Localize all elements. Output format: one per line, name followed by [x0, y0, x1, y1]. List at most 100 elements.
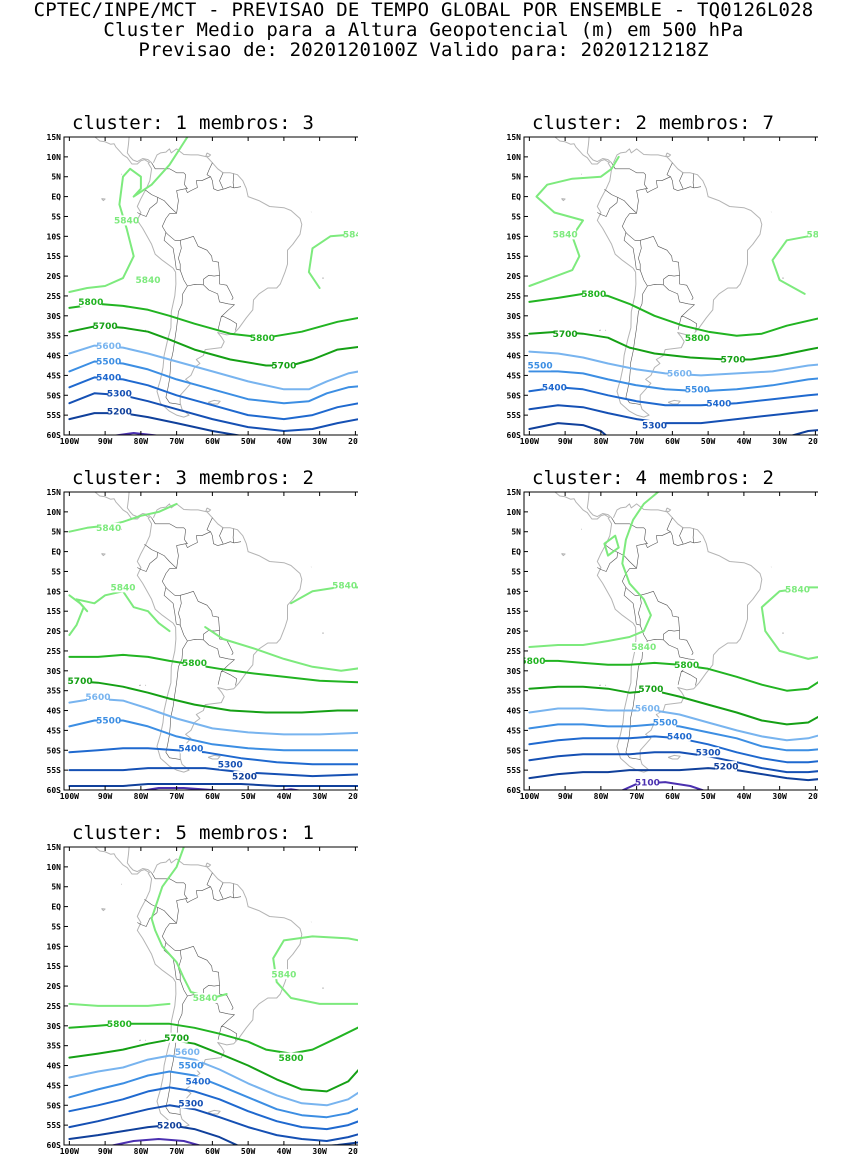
- contour-label-bg: [108, 406, 131, 417]
- panel-title: cluster: 2 membros: 7: [488, 112, 818, 134]
- lat-label: 45S: [47, 1081, 62, 1090]
- membros-count: 2: [762, 467, 774, 489]
- country-border: [692, 173, 695, 188]
- country-border: [232, 883, 235, 898]
- coastline-central-america: [554, 137, 611, 165]
- lon-label: 60W: [205, 792, 220, 799]
- contour-label-bg: [643, 420, 666, 431]
- country-border: [162, 898, 192, 980]
- membros-count: 7: [762, 112, 774, 134]
- country-border: [622, 543, 652, 625]
- country-border: [165, 587, 181, 596]
- geopotential-map: 5840 5840 5840 5800 5800 5700 5700 5600 5500 5400…: [47, 133, 358, 444]
- lat-label: 25S: [47, 292, 62, 301]
- contour-label-bg: [333, 580, 356, 591]
- cluster-label: cluster:: [72, 822, 164, 844]
- map-content: 5840 5840 5840 5800 5800 5700 5700 5600 5500 5400…: [68, 137, 358, 435]
- lon-label: 100W: [60, 1147, 79, 1154]
- lat-label: 25S: [47, 647, 62, 656]
- contour-label-bg: [529, 360, 552, 371]
- contour-label: 5840: [193, 994, 218, 1004]
- contour-label-bg: [697, 747, 720, 758]
- lon-label: 80W: [134, 437, 149, 444]
- contour-label: 5800: [279, 1054, 304, 1064]
- contour-5800: [68, 302, 358, 339]
- cluster-panel: cluster: 4 membros: 2 5840 5840 5800 5800 5700 56…: [488, 467, 818, 802]
- cluster-panel: cluster: 1 membros: 3 5840 5840 5840 5800 5800 57…: [28, 112, 358, 447]
- coastline-central-america: [94, 492, 151, 520]
- country-border: [692, 528, 695, 543]
- lon-label: 20W: [348, 1147, 358, 1154]
- island: [561, 553, 566, 557]
- country-border: [219, 630, 234, 656]
- contour-label: 5300: [107, 389, 132, 399]
- contour-label: 5500: [528, 362, 553, 372]
- lat-label: 10N: [47, 863, 62, 872]
- contour-label: 5600: [635, 705, 660, 715]
- cluster-label: cluster:: [72, 112, 164, 134]
- cluster-number: 3: [175, 467, 187, 489]
- lon-label: 40W: [737, 792, 752, 799]
- contour-5840: [68, 594, 89, 613]
- contour-label-bg: [111, 582, 134, 593]
- coastline-south-america: [596, 148, 763, 418]
- lat-label: 35S: [47, 1042, 62, 1051]
- lat-label: 10S: [507, 587, 522, 596]
- contour-label: 5400: [96, 374, 121, 384]
- contour-label: 5800: [78, 298, 103, 308]
- cluster-panel: cluster: 2 membros: 7 5840 5840 5800 5800 5700 57…: [488, 112, 818, 447]
- contour-label-bg: [582, 288, 605, 299]
- country-border: [679, 275, 694, 301]
- lat-label: 5S: [51, 212, 61, 221]
- contour-label-bg: [108, 1018, 131, 1029]
- lat-label: 45S: [507, 371, 522, 380]
- cluster-label: cluster:: [72, 467, 164, 489]
- lat-label: 30S: [47, 667, 62, 676]
- panel-title: cluster: 4 membros: 2: [488, 467, 818, 489]
- lat-label: 35S: [507, 687, 522, 696]
- contour-label: 5840: [806, 231, 818, 241]
- contour-label-bg: [668, 731, 691, 742]
- coastline-falklands: [207, 754, 221, 760]
- country-border: [190, 886, 211, 901]
- lat-label: 60S: [47, 786, 62, 795]
- contour-label-bg: [722, 354, 745, 365]
- lon-label: 80W: [134, 792, 149, 799]
- country-border: [151, 872, 188, 899]
- coastline-central-america: [554, 492, 611, 520]
- contour-label: 5840: [553, 231, 578, 241]
- contour-label: 5100: [635, 778, 660, 788]
- contour-label-bg: [251, 332, 274, 343]
- country-border: [176, 979, 235, 1040]
- membros-count: 1: [302, 822, 314, 844]
- lon-label: 30W: [312, 1147, 327, 1154]
- contour-label-bg: [179, 1098, 202, 1109]
- contour-label-bg: [636, 777, 659, 788]
- contour-label: 5700: [553, 330, 578, 340]
- coastline-caribbean: [126, 492, 152, 519]
- country-border: [650, 531, 671, 546]
- country-border: [638, 591, 680, 640]
- membros-label: membros:: [199, 467, 291, 489]
- lat-label: 5S: [51, 567, 61, 576]
- lon-label: 50W: [701, 792, 716, 799]
- contour-5840: [528, 492, 660, 648]
- lon-label: 100W: [520, 437, 539, 444]
- contour-label: 5500: [685, 386, 710, 396]
- lon-label: 80W: [594, 792, 609, 799]
- coastline-south-america: [596, 503, 763, 773]
- contour-5100: [620, 781, 706, 790]
- country-border: [611, 517, 648, 544]
- contour-label: 5400: [542, 384, 567, 394]
- country-border: [597, 189, 618, 217]
- contour-5840: [603, 534, 620, 557]
- country-border: [219, 882, 224, 899]
- lat-label: 10S: [507, 232, 522, 241]
- lon-label: 40W: [277, 437, 292, 444]
- lat-label: 45S: [47, 371, 62, 380]
- contour-label-bg: [807, 229, 818, 240]
- lat-label: 50S: [47, 746, 62, 755]
- lon-label: 40W: [277, 792, 292, 799]
- contour-label-bg: [668, 368, 691, 379]
- contour-label: 5600: [96, 342, 121, 352]
